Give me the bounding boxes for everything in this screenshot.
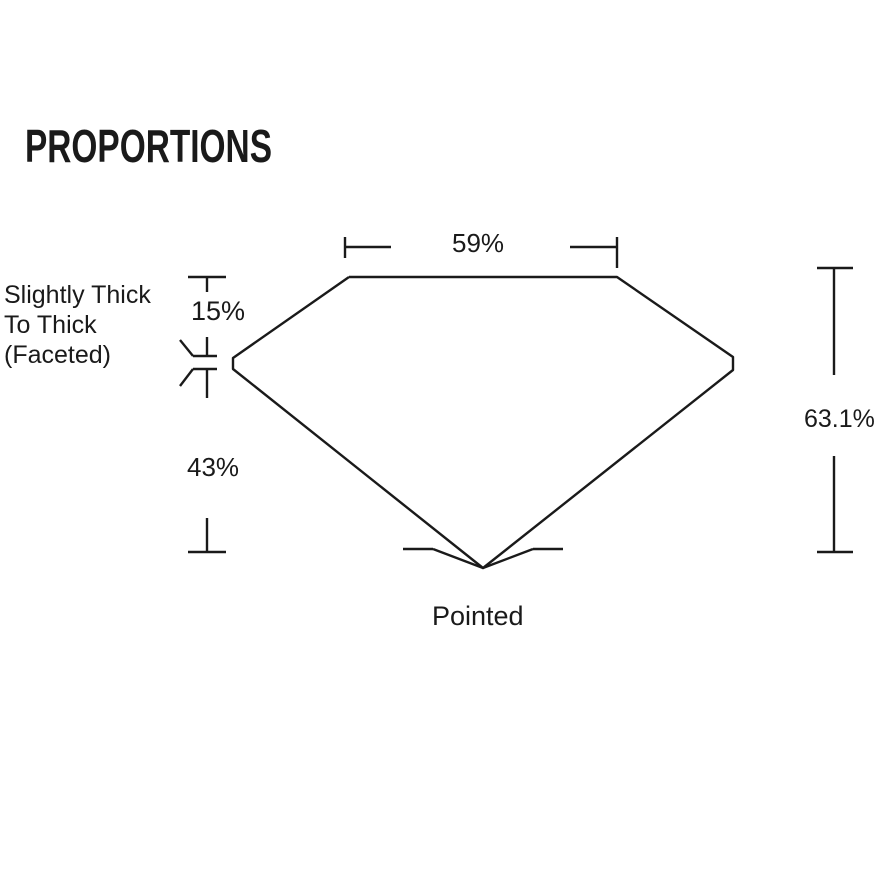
svg-text:PROPORTIONS: PROPORTIONS bbox=[25, 120, 272, 172]
